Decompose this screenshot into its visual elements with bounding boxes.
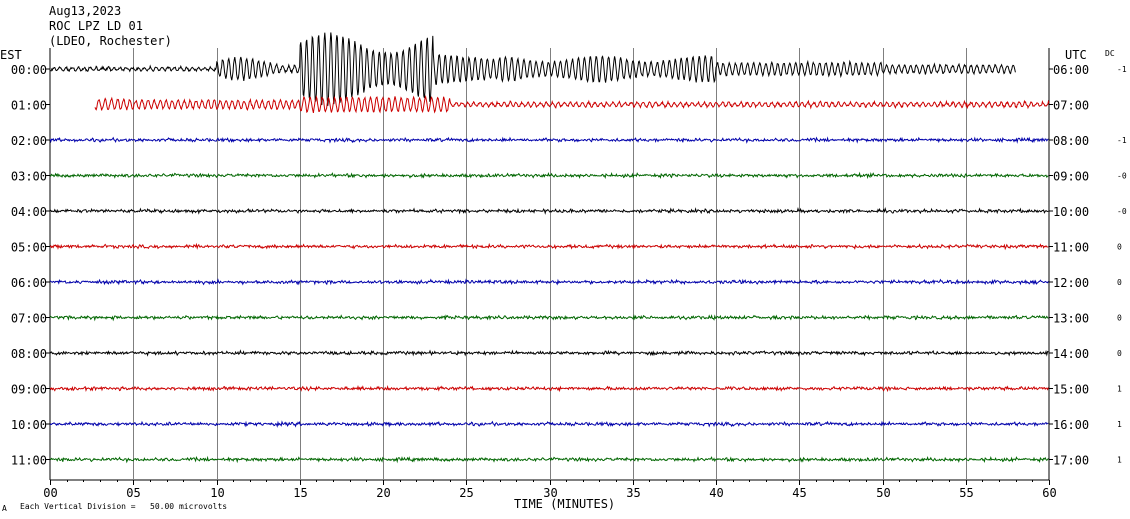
dc-value: 1 — [1117, 385, 1122, 394]
x-tick-label: 25 — [459, 486, 473, 500]
utc-time-label: 10:00 — [1053, 205, 1089, 219]
seismogram-trace — [49, 171, 1049, 180]
x-tick-label: 40 — [709, 486, 723, 500]
dc-header: DC — [1105, 49, 1115, 58]
dc-value: -1 — [1117, 136, 1127, 145]
utc-time-label: 12:00 — [1053, 276, 1089, 290]
est-axis-title: EST — [0, 48, 22, 62]
est-time-label: 00:00 — [11, 63, 47, 77]
dc-value: 0 — [1117, 314, 1122, 323]
seismogram-trace — [49, 242, 1049, 251]
seismogram-trace — [49, 384, 1049, 393]
x-tick-label: 05 — [126, 486, 140, 500]
date-label: Aug13,2023 — [49, 4, 122, 18]
utc-time-label: 15:00 — [1053, 383, 1089, 397]
dc-value: 1 — [1117, 420, 1122, 429]
x-tick-label: 35 — [626, 486, 640, 500]
est-time-label: 03:00 — [11, 170, 47, 184]
station-label: ROC LPZ LD 01 — [49, 19, 143, 33]
seismogram-trace — [49, 136, 1049, 144]
x-axis-title: TIME (MINUTES) — [514, 497, 616, 511]
est-time-label: 11:00 — [11, 454, 47, 468]
utc-axis-title: UTC — [1065, 48, 1087, 62]
x-tick-label: 55 — [959, 486, 973, 500]
est-time-label: 04:00 — [11, 205, 47, 219]
seismogram-trace — [49, 420, 1049, 428]
utc-time-label: 17:00 — [1053, 454, 1089, 468]
x-tick-label: 30 — [543, 486, 557, 500]
seismogram-trace — [49, 455, 1049, 464]
dc-value: 0 — [1117, 278, 1122, 287]
x-tick-label: 50 — [876, 486, 890, 500]
est-time-label: 06:00 — [11, 276, 47, 290]
seismogram-trace — [49, 278, 1049, 286]
est-time-label: 02:00 — [11, 134, 47, 148]
est-time-label: 01:00 — [11, 99, 47, 113]
dc-value: -0 — [1117, 207, 1127, 216]
est-time-label: 05:00 — [11, 241, 47, 255]
utc-time-label: 16:00 — [1053, 418, 1089, 432]
seismogram-trace — [49, 32, 1016, 106]
utc-time-label: 14:00 — [1053, 347, 1089, 361]
seismogram-trace — [94, 95, 1050, 114]
est-time-label: 07:00 — [11, 312, 47, 326]
utc-time-label: 09:00 — [1053, 170, 1089, 184]
corner-mark: A — [2, 504, 7, 513]
est-time-label: 09:00 — [11, 383, 47, 397]
seismogram-trace — [49, 349, 1049, 357]
x-tick-label: 15 — [293, 486, 307, 500]
x-tick-label: 20 — [376, 486, 390, 500]
x-tick-label: 60 — [1042, 486, 1056, 500]
utc-time-label: 08:00 — [1053, 134, 1089, 148]
utc-time-label: 07:00 — [1053, 99, 1089, 113]
dc-value: 0 — [1117, 243, 1122, 252]
x-tick-label: 10 — [210, 486, 224, 500]
utc-time-label: 06:00 — [1053, 63, 1089, 77]
seismogram-trace — [49, 314, 1049, 322]
x-tick-label: 00 — [43, 486, 57, 500]
dc-value: -0 — [1117, 172, 1127, 181]
est-time-label: 08:00 — [11, 347, 47, 361]
seismogram-trace — [49, 207, 1049, 215]
network-label: (LDEO, Rochester) — [49, 34, 172, 48]
dc-value: 0 — [1117, 349, 1122, 358]
utc-time-label: 13:00 — [1053, 312, 1089, 326]
x-tick-label: 45 — [792, 486, 806, 500]
est-time-label: 10:00 — [11, 418, 47, 432]
utc-time-label: 11:00 — [1053, 241, 1089, 255]
scale-note: Each Vertical Division = 50.00 microvolt… — [20, 502, 228, 511]
dc-value: 1 — [1117, 456, 1122, 465]
dc-value: -1 — [1117, 65, 1127, 74]
